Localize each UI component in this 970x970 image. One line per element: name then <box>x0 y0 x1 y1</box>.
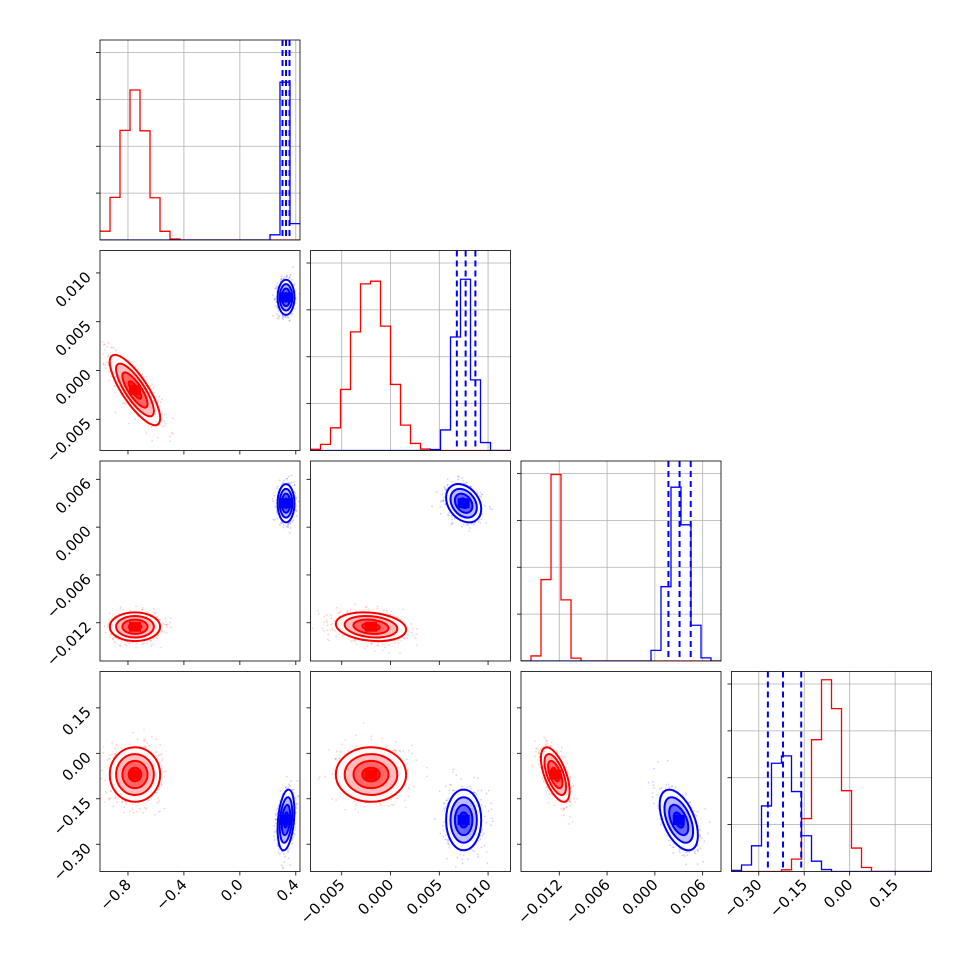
x-tick-label: 0.4 <box>273 876 303 906</box>
x-tick-label: 0.006 <box>666 876 709 919</box>
histogram-blue <box>731 755 932 872</box>
panel-frame <box>520 671 722 872</box>
density-peak <box>280 292 293 303</box>
density-peak <box>364 621 377 632</box>
histogram-panel-2 <box>517 460 722 662</box>
panel-frame <box>99 39 301 241</box>
panel-frame <box>310 460 511 662</box>
x-tick-label: −0.30 <box>720 876 765 921</box>
histogram-blue <box>521 486 721 661</box>
panel-frame <box>520 460 722 662</box>
histogram-red <box>310 280 511 451</box>
density-peak <box>128 621 141 632</box>
density-peak <box>280 498 293 509</box>
y-tick-label: 0.010 <box>52 268 95 311</box>
histogram-red <box>100 89 300 240</box>
y-tick-label: −0.006 <box>43 570 95 622</box>
histogram-red <box>521 473 721 661</box>
scatter-panel-2-3 <box>517 671 722 876</box>
x-tick-label: 0.15 <box>866 876 902 912</box>
panel-frame <box>310 250 511 451</box>
histogram-blue <box>310 278 511 451</box>
histogram-panel-3 <box>727 671 932 872</box>
panel-frame <box>99 250 301 451</box>
density-peak <box>457 498 470 509</box>
scatter-panel-1-2 <box>306 460 511 665</box>
density-peak <box>128 385 141 396</box>
y-tick-label: 0.005 <box>52 317 95 360</box>
y-tick-label: 0.15 <box>58 703 94 739</box>
x-tick-label: 0.00 <box>820 876 856 912</box>
y-tick-label: −0.012 <box>43 618 95 670</box>
x-tick-label: −0.4 <box>152 876 190 914</box>
scatter-panel-1-3 <box>306 671 511 876</box>
density-peak <box>364 769 377 780</box>
y-tick-label: −0.15 <box>50 794 95 839</box>
histogram-panel-0 <box>96 39 301 241</box>
scatter-panel-0-1 <box>96 250 301 455</box>
density-peak <box>457 814 470 825</box>
x-tick-label: −0.8 <box>96 876 134 914</box>
density-peak <box>128 769 141 780</box>
y-tick-label: 0.000 <box>52 366 95 409</box>
x-tick-label: 0.000 <box>619 876 662 919</box>
density-peak <box>672 814 685 825</box>
x-tick-label: 0.005 <box>403 876 446 919</box>
x-tick-label: −0.15 <box>766 876 811 921</box>
histogram-red <box>731 679 932 872</box>
x-tick-label: 0.010 <box>452 876 495 919</box>
scatter-panel-0-2 <box>96 460 301 665</box>
histogram-blue <box>100 81 300 240</box>
y-tick-label: 0.00 <box>58 748 94 784</box>
x-tick-label: 0.0 <box>217 876 247 906</box>
scatter-panel-0-3 <box>96 671 301 876</box>
y-tick-label: −0.30 <box>50 839 95 884</box>
x-tick-label: −0.012 <box>514 876 566 928</box>
y-tick-label: 0.006 <box>52 474 95 517</box>
x-tick-label: 0.000 <box>354 876 397 919</box>
panel-frame <box>731 671 932 872</box>
panel-frame <box>310 671 511 872</box>
panel-frame <box>99 671 301 872</box>
y-tick-label: −0.005 <box>43 414 95 466</box>
density-peak <box>549 769 562 780</box>
histogram-panel-1 <box>306 250 511 451</box>
x-tick-label: −0.005 <box>297 876 349 928</box>
y-tick-label: 0.000 <box>52 522 95 565</box>
density-peak <box>280 814 293 825</box>
panel-frame <box>99 460 301 662</box>
x-tick-label: −0.006 <box>562 876 614 928</box>
